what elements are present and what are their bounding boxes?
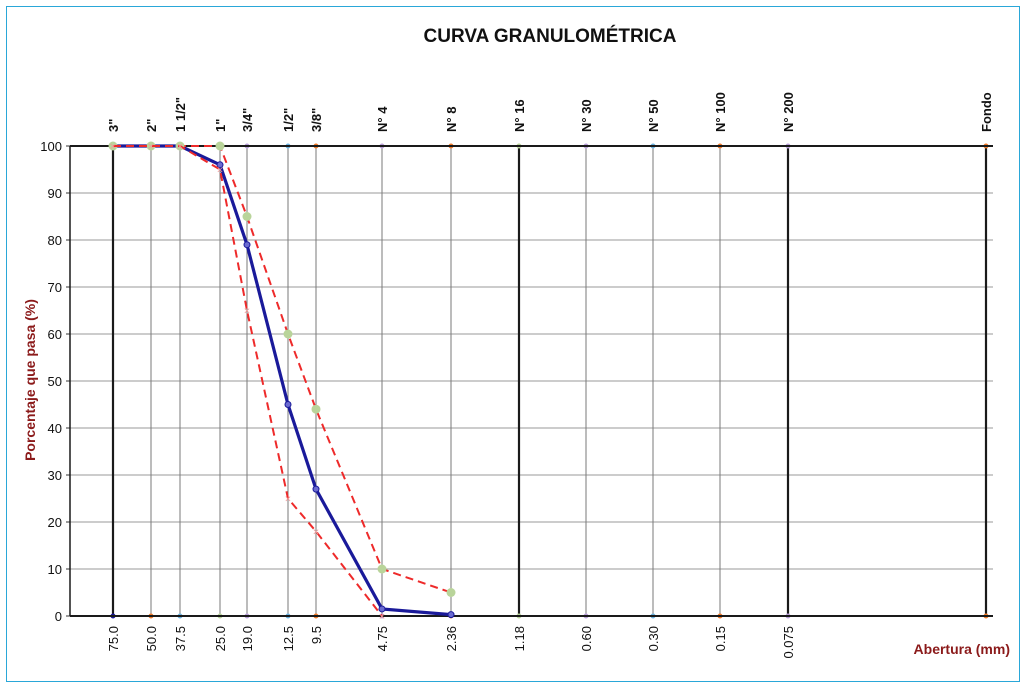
gradation-point (243, 241, 251, 249)
lower-limit-point: × (110, 141, 116, 153)
sieve-name-label: N° 50 (646, 99, 661, 132)
opening-label: 0.075 (781, 626, 796, 659)
y-tick-label: 70 (48, 280, 62, 295)
y-tick-label: 50 (48, 374, 62, 389)
y-tick-label: 60 (48, 327, 62, 342)
lower-limit-point: × (379, 611, 385, 623)
sieve-name-label: N° 200 (781, 92, 796, 132)
upper-limit-point (311, 404, 321, 414)
opening-label: 4.75 (375, 626, 390, 651)
y-axis-label: Porcentaje que pasa (%) (22, 299, 38, 461)
grid (70, 145, 993, 617)
sieve-name-label: N° 4 (375, 106, 390, 132)
y-tick-label: 90 (48, 186, 62, 201)
opening-label: 12.5 (281, 626, 296, 651)
opening-label: 0.30 (646, 626, 661, 651)
gradation-point (312, 485, 320, 493)
upper-limit-point (146, 141, 156, 151)
opening-label: 37.5 (173, 626, 188, 651)
opening-label: 25.0 (213, 626, 228, 651)
upper-limit-point (446, 588, 456, 597)
y-tick-label: 80 (48, 233, 62, 248)
upper-limit-point (242, 212, 252, 221)
opening-label: 2.36 (444, 626, 459, 651)
sieve-name-label: 3" (106, 119, 121, 132)
sieve-name-label: 1/2" (281, 108, 296, 132)
opening-label: 0.60 (579, 626, 594, 651)
sieve-name-label: N° 100 (713, 92, 728, 132)
y-tick-label: 100 (40, 139, 62, 154)
y-tick-label: 40 (48, 421, 62, 436)
sieve-name-label: 3/4" (240, 108, 255, 132)
sieve-name-label: N° 16 (512, 99, 527, 132)
opening-label: 0.15 (713, 626, 728, 651)
opening-label: 1.18 (512, 626, 527, 651)
lower-limit-point: × (177, 141, 183, 153)
upper-limit-point (377, 564, 387, 574)
lower-limit-point: × (217, 165, 223, 177)
sieve-name-label: N° 8 (444, 107, 459, 132)
upper-limit-point (283, 329, 293, 339)
dashed-limit-line (113, 145, 452, 594)
opening-label: 75.0 (106, 626, 121, 651)
chart-title: CURVA GRANULOMÉTRICA (424, 25, 677, 47)
y-tick-label: 30 (48, 468, 62, 483)
y-tick-label: 10 (48, 562, 62, 577)
upper-limit-point (215, 141, 225, 151)
lower-limit-point: × (244, 306, 250, 318)
sieve-name-label: N° 30 (579, 99, 594, 132)
opening-label: 50.0 (144, 626, 159, 651)
gradation-point (447, 611, 455, 619)
y-tick-label: 0 (55, 609, 62, 624)
lower-limit-point: × (148, 141, 154, 153)
tick-labels: 0 10 20 30 40 50 60 70 80 90 100 3" 75.0 2" 50.0 1 1/2"… (40, 92, 994, 658)
sieve-name-label: 1" (213, 119, 228, 132)
opening-label: 19.0 (240, 626, 255, 651)
series-group: × × × × × × × × (108, 141, 456, 623)
gradation-curve-line (113, 144, 452, 617)
gradation-point (378, 605, 386, 613)
y-tick-label: 20 (48, 515, 62, 530)
opening-label: 9.5 (309, 626, 324, 644)
sieve-name-label: 3/8" (309, 108, 324, 132)
lower-limit-point: × (285, 494, 291, 506)
sieve-name-label: 2" (144, 119, 159, 132)
gradation-point (284, 401, 292, 408)
dashed-limit-line (113, 145, 383, 617)
x-axis-label: Abertura (mm) (914, 641, 1010, 657)
lower-limit-point: × (313, 526, 319, 538)
sieve-name-label: Fondo (979, 92, 994, 132)
sieve-name-label: 1 1/2" (173, 97, 188, 132)
gradation-point (216, 161, 224, 169)
sieve-lines (110, 143, 989, 619)
